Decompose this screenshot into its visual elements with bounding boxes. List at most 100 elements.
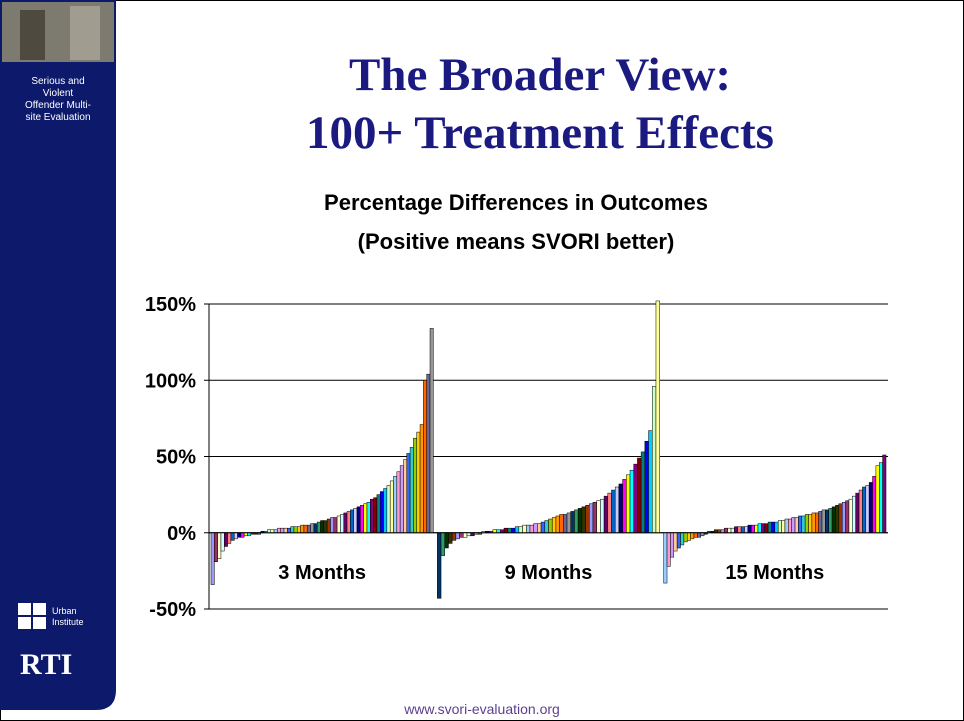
group-label: 3 Months bbox=[278, 562, 366, 584]
bar bbox=[353, 508, 358, 534]
bar bbox=[727, 527, 732, 533]
bar bbox=[581, 506, 586, 534]
bar bbox=[774, 521, 779, 534]
bar bbox=[386, 485, 391, 534]
bar bbox=[644, 441, 649, 533]
bar bbox=[603, 495, 609, 533]
bar bbox=[666, 532, 671, 567]
bar bbox=[522, 524, 527, 533]
bar bbox=[350, 509, 354, 533]
bar bbox=[303, 524, 308, 533]
bar bbox=[744, 526, 749, 534]
bar bbox=[640, 451, 646, 533]
bar bbox=[277, 527, 281, 533]
bar bbox=[416, 431, 421, 534]
bar bbox=[845, 500, 850, 534]
bar bbox=[614, 486, 620, 533]
bar bbox=[283, 527, 288, 533]
bar bbox=[673, 532, 678, 552]
bar bbox=[566, 512, 571, 533]
chart-subtitle: (Positive means SVORI better) bbox=[358, 229, 675, 254]
bar bbox=[882, 454, 887, 534]
bar bbox=[737, 526, 742, 534]
bar bbox=[798, 515, 803, 533]
bar bbox=[210, 532, 215, 585]
bar bbox=[815, 512, 819, 533]
bar bbox=[336, 515, 341, 533]
bar bbox=[818, 511, 823, 533]
bar bbox=[821, 509, 826, 533]
bar bbox=[828, 508, 833, 534]
bar bbox=[648, 430, 653, 534]
bar bbox=[306, 524, 311, 533]
bar bbox=[855, 492, 860, 534]
bar bbox=[444, 532, 449, 549]
bar bbox=[724, 527, 728, 533]
bar bbox=[555, 515, 560, 533]
y-tick-label: 0% bbox=[167, 523, 196, 545]
bar bbox=[838, 503, 843, 533]
bar bbox=[409, 447, 414, 534]
sidebar-line: Serious and bbox=[31, 76, 84, 87]
bar bbox=[589, 503, 594, 533]
bar bbox=[788, 518, 792, 534]
bar bbox=[676, 532, 681, 549]
bar bbox=[791, 517, 796, 533]
bar bbox=[686, 532, 691, 541]
bar bbox=[754, 524, 759, 533]
bar bbox=[396, 471, 401, 533]
sidebar-photo-detail bbox=[70, 6, 100, 60]
bar bbox=[326, 518, 331, 534]
bar bbox=[862, 486, 867, 533]
bar bbox=[227, 532, 232, 544]
chart-title: Percentage Differences in Outcomes bbox=[324, 190, 708, 215]
bar bbox=[393, 476, 398, 534]
bar bbox=[389, 480, 394, 533]
bar bbox=[740, 526, 745, 534]
bar bbox=[751, 524, 755, 533]
bar bbox=[507, 527, 512, 533]
bar bbox=[690, 532, 695, 540]
bar bbox=[637, 457, 642, 533]
bar bbox=[440, 532, 445, 556]
bar bbox=[240, 532, 245, 538]
bar bbox=[652, 386, 657, 533]
slide-title: 100+ Treatment Effects bbox=[306, 107, 774, 159]
bar bbox=[865, 485, 870, 534]
bar bbox=[463, 532, 468, 538]
bar bbox=[626, 474, 631, 533]
bar bbox=[544, 520, 549, 533]
bar bbox=[220, 532, 225, 552]
bar bbox=[343, 512, 348, 533]
bar bbox=[577, 508, 583, 534]
bar bbox=[734, 526, 739, 534]
bar bbox=[333, 517, 338, 533]
bar bbox=[346, 511, 351, 533]
urban-logo-text: Institute bbox=[52, 617, 84, 627]
bar bbox=[559, 514, 564, 534]
bar bbox=[287, 527, 291, 533]
bar bbox=[747, 524, 752, 533]
group-label: 9 Months bbox=[505, 562, 593, 584]
bar bbox=[680, 532, 685, 546]
bar bbox=[370, 498, 374, 534]
bar bbox=[423, 380, 427, 533]
bar bbox=[771, 521, 776, 534]
urban-logo-text: Urban bbox=[52, 606, 77, 616]
bar bbox=[379, 491, 384, 534]
footer-url: www.svori-evaluation.org bbox=[403, 701, 560, 717]
bar bbox=[808, 514, 813, 534]
bar bbox=[300, 524, 305, 533]
bar bbox=[693, 532, 698, 538]
bar bbox=[655, 300, 660, 534]
sidebar bbox=[0, 0, 116, 710]
bar bbox=[777, 520, 782, 533]
bar bbox=[872, 476, 877, 534]
y-tick-label: 50% bbox=[156, 447, 196, 469]
bar bbox=[835, 505, 840, 533]
bar bbox=[316, 521, 321, 534]
bar bbox=[848, 498, 853, 534]
y-tick-label: 100% bbox=[145, 370, 196, 392]
